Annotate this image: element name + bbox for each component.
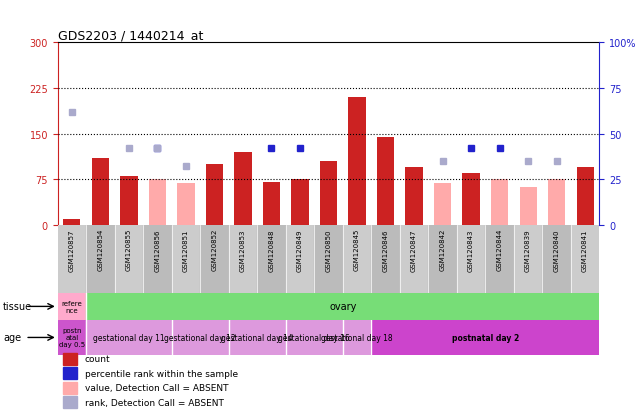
Bar xyxy=(63,219,81,225)
Bar xyxy=(286,320,343,355)
Bar xyxy=(320,161,337,225)
Text: rank, Detection Call = ABSENT: rank, Detection Call = ABSENT xyxy=(85,398,224,407)
Bar xyxy=(229,320,286,355)
Bar xyxy=(542,225,571,293)
Bar xyxy=(485,225,514,293)
Text: gestational day 11: gestational day 11 xyxy=(93,333,165,342)
Bar xyxy=(406,168,422,225)
Text: GSM120839: GSM120839 xyxy=(525,228,531,271)
Text: GSM120853: GSM120853 xyxy=(240,228,246,271)
Text: GSM120850: GSM120850 xyxy=(326,228,331,271)
Text: GDS2203 / 1440214_at: GDS2203 / 1440214_at xyxy=(58,29,203,42)
Bar xyxy=(206,164,223,225)
Text: postn
atal
day 0.5: postn atal day 0.5 xyxy=(59,328,85,348)
Bar xyxy=(292,180,308,225)
Text: GSM120848: GSM120848 xyxy=(269,228,274,271)
Text: value, Detection Call = ABSENT: value, Detection Call = ABSENT xyxy=(85,383,228,392)
Text: count: count xyxy=(85,354,110,363)
Text: GSM120852: GSM120852 xyxy=(212,228,217,271)
Bar xyxy=(377,137,394,225)
Text: GSM120855: GSM120855 xyxy=(126,228,132,271)
Text: GSM120841: GSM120841 xyxy=(582,228,588,271)
Bar xyxy=(286,225,314,293)
Text: age: age xyxy=(3,332,21,343)
Bar xyxy=(371,225,400,293)
Bar xyxy=(172,320,229,355)
Bar xyxy=(229,225,257,293)
Text: GSM120849: GSM120849 xyxy=(297,228,303,271)
Bar xyxy=(576,168,594,225)
Bar xyxy=(149,180,166,225)
Bar xyxy=(92,159,109,225)
Text: gestational day 14: gestational day 14 xyxy=(221,333,293,342)
Bar xyxy=(115,225,143,293)
Bar xyxy=(178,184,194,225)
Text: gestational day 18: gestational day 18 xyxy=(321,333,393,342)
Text: ovary: ovary xyxy=(329,301,356,312)
Bar xyxy=(314,225,343,293)
Bar xyxy=(58,225,86,293)
Bar xyxy=(514,225,542,293)
Text: GSM120840: GSM120840 xyxy=(554,228,560,271)
Text: GSM120847: GSM120847 xyxy=(411,228,417,271)
Bar xyxy=(463,173,479,225)
Bar xyxy=(143,225,172,293)
Text: percentile rank within the sample: percentile rank within the sample xyxy=(85,369,238,378)
FancyBboxPatch shape xyxy=(63,382,77,394)
Text: GSM120843: GSM120843 xyxy=(468,228,474,271)
Text: GSM120844: GSM120844 xyxy=(497,228,503,271)
Text: postnatal day 2: postnatal day 2 xyxy=(452,333,519,342)
Text: gestational day 16: gestational day 16 xyxy=(278,333,350,342)
Bar xyxy=(86,320,172,355)
Bar xyxy=(571,225,599,293)
FancyBboxPatch shape xyxy=(63,368,77,379)
Bar xyxy=(343,225,371,293)
Bar xyxy=(349,98,365,225)
Text: GSM120845: GSM120845 xyxy=(354,228,360,271)
Bar xyxy=(235,152,251,225)
Bar xyxy=(434,184,451,225)
Text: GSM120842: GSM120842 xyxy=(440,228,445,271)
Text: GSM120856: GSM120856 xyxy=(154,228,160,271)
Bar xyxy=(371,320,599,355)
Bar xyxy=(548,180,565,225)
FancyBboxPatch shape xyxy=(63,353,77,365)
Text: GSM120846: GSM120846 xyxy=(383,228,388,271)
Bar xyxy=(58,320,86,355)
Bar xyxy=(121,177,138,225)
Bar xyxy=(86,225,115,293)
Bar xyxy=(257,225,286,293)
Bar xyxy=(428,225,457,293)
Bar xyxy=(172,225,200,293)
Bar xyxy=(58,293,86,320)
Text: GSM120854: GSM120854 xyxy=(97,228,103,271)
Bar xyxy=(263,183,280,225)
Text: gestational day 12: gestational day 12 xyxy=(164,333,236,342)
Bar xyxy=(343,320,371,355)
Bar xyxy=(491,180,508,225)
Bar xyxy=(457,225,485,293)
Bar xyxy=(400,225,428,293)
Text: refere
nce: refere nce xyxy=(62,300,82,313)
Text: GSM120857: GSM120857 xyxy=(69,228,75,271)
Text: GSM120851: GSM120851 xyxy=(183,228,189,271)
Text: tissue: tissue xyxy=(3,301,32,312)
Bar xyxy=(519,188,537,225)
Bar xyxy=(200,225,229,293)
FancyBboxPatch shape xyxy=(63,396,77,408)
